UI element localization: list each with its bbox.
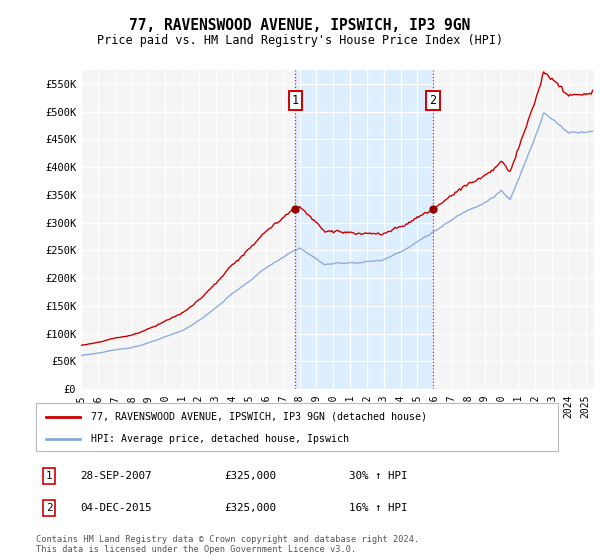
Text: 30% ↑ HPI: 30% ↑ HPI [349,471,408,481]
Text: 77, RAVENSWOOD AVENUE, IPSWICH, IP3 9GN (detached house): 77, RAVENSWOOD AVENUE, IPSWICH, IP3 9GN … [91,412,427,422]
Text: 2: 2 [430,94,436,107]
Text: 04-DEC-2015: 04-DEC-2015 [80,503,152,513]
Text: £325,000: £325,000 [224,471,276,481]
Text: 28-SEP-2007: 28-SEP-2007 [80,471,152,481]
Text: Price paid vs. HM Land Registry's House Price Index (HPI): Price paid vs. HM Land Registry's House … [97,34,503,47]
Bar [295,70,433,389]
Text: Contains HM Land Registry data © Crown copyright and database right 2024.
This d: Contains HM Land Registry data © Crown c… [36,535,419,554]
Text: 16% ↑ HPI: 16% ↑ HPI [349,503,408,513]
Text: 1: 1 [292,94,299,107]
Text: 1: 1 [46,471,52,481]
Text: £325,000: £325,000 [224,503,276,513]
Text: HPI: Average price, detached house, Ipswich: HPI: Average price, detached house, Ipsw… [91,434,349,444]
Text: 77, RAVENSWOOD AVENUE, IPSWICH, IP3 9GN: 77, RAVENSWOOD AVENUE, IPSWICH, IP3 9GN [130,18,470,32]
Text: 2: 2 [46,503,52,513]
